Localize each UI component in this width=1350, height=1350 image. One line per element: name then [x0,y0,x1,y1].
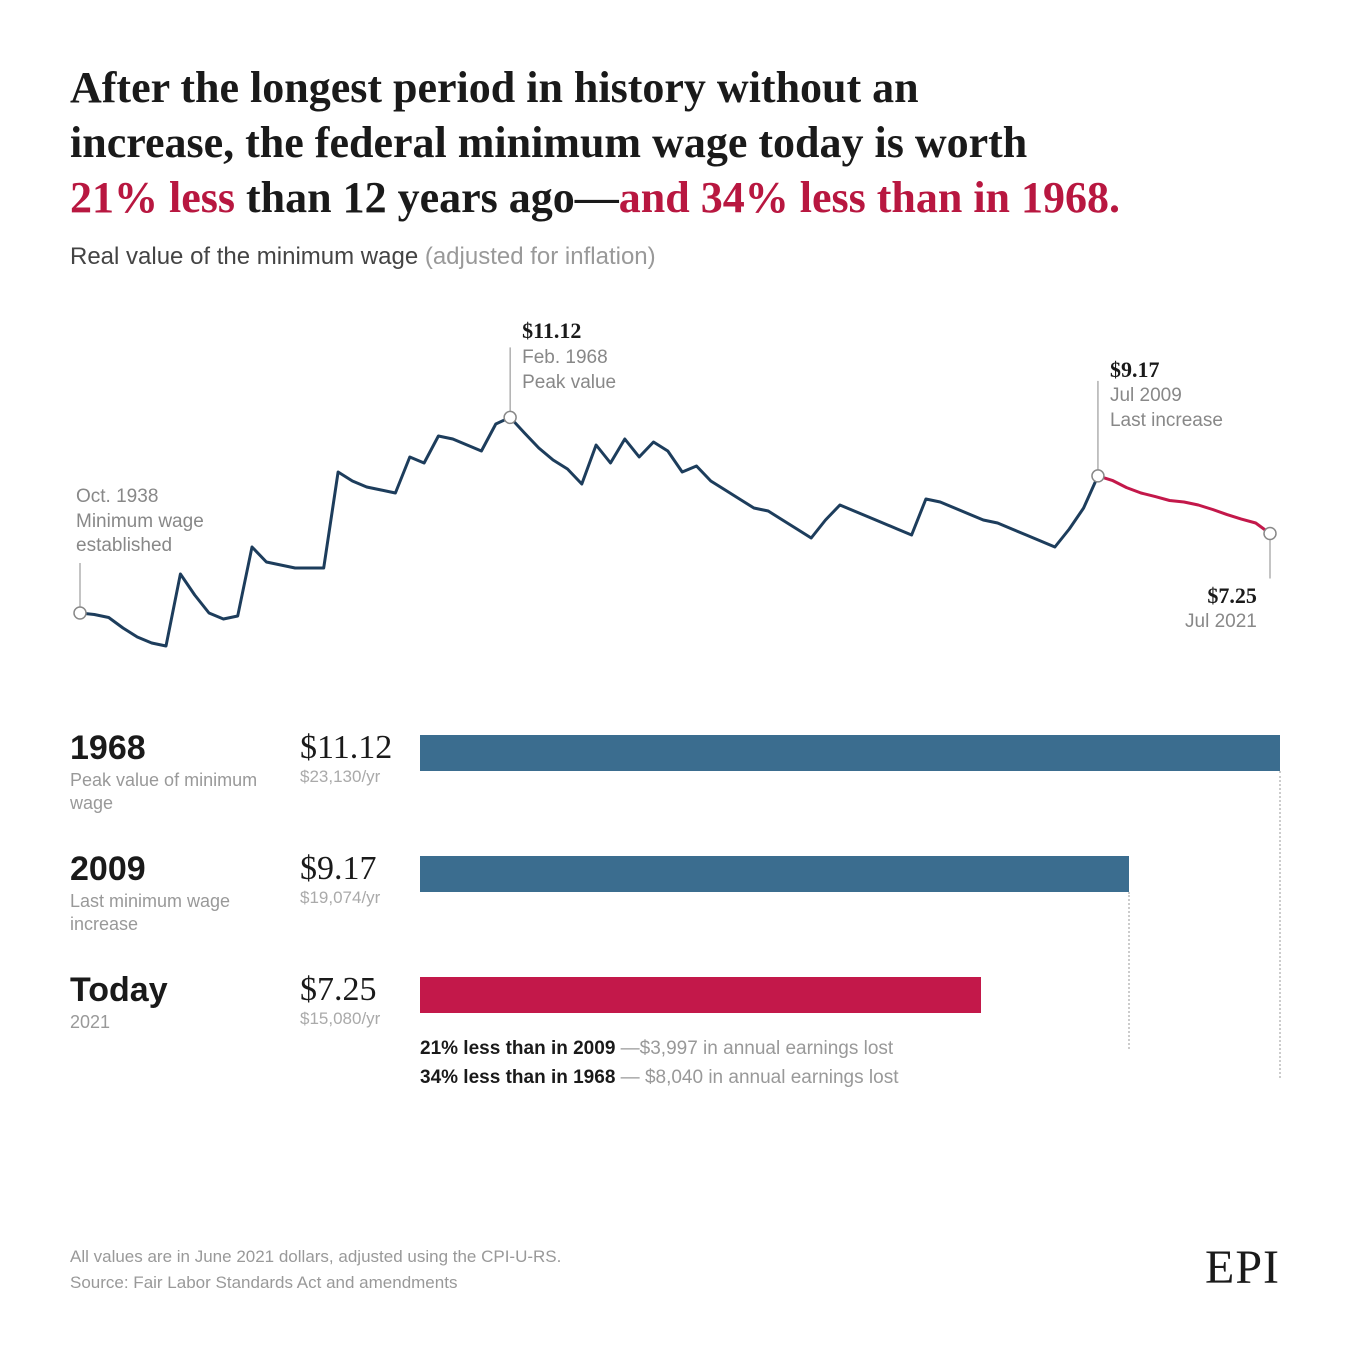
bar-row: Today 2021$7.25 $15,080/yr 21% less than… [70,973,1280,1092]
chart-footer: All values are in June 2021 dollars, adj… [70,1240,1280,1295]
bar-label: Today 2021 [70,973,300,1034]
bar-content: $11.12 $23,130/yr [300,731,1280,787]
bar-notes: 21% less than in 2009 —$3,997 in annual … [420,1035,1280,1092]
callout-1968: $11.12 Feb. 1968 Peak value [522,317,616,395]
bar-strip [420,977,981,1013]
bar-desc: 2021 [70,1011,300,1034]
bar-year: 2009 [70,852,300,886]
callout-2009: $9.17 Jul 2009 Last increase [1110,356,1223,434]
bar-desc: Peak value of minimum wage [70,769,300,814]
bar-year: Today [70,973,300,1007]
bar-year: 1968 [70,731,300,765]
line-chart-svg [70,301,1280,681]
bar-row: 2009 Last minimum wage increase$9.17 $19… [70,852,1280,935]
bar-content: $7.25 $15,080/yr 21% less than in 2009 —… [300,973,1280,1092]
bar-row: 1968 Peak value of minimum wage$11.12 $2… [70,731,1280,814]
bar-strip [420,735,1280,771]
chart-subtitle: Real value of the minimum wage (adjusted… [70,243,1280,271]
ref-line-1968 [1279,771,1281,1078]
line-chart: Oct. 1938 Minimum wage established $11.1… [70,301,1280,681]
footnote-text: All values are in June 2021 dollars, adj… [70,1244,561,1295]
bar-label: 2009 Last minimum wage increase [70,852,300,935]
bar-label: 1968 Peak value of minimum wage [70,731,300,814]
callout-2021: $7.25 Jul 2021 [1185,582,1257,635]
callout-1938: Oct. 1938 Minimum wage established [76,485,204,559]
epi-logo: EPI [1205,1240,1280,1295]
ref-line-2009 [1128,892,1130,1049]
chart-title: After the longest period in history with… [70,60,1280,225]
bar-content: $9.17 $19,074/yr [300,852,1280,908]
bar-strip [420,856,1129,892]
bar-chart: 1968 Peak value of minimum wage$11.12 $2… [70,731,1280,1092]
bar-desc: Last minimum wage increase [70,890,300,935]
